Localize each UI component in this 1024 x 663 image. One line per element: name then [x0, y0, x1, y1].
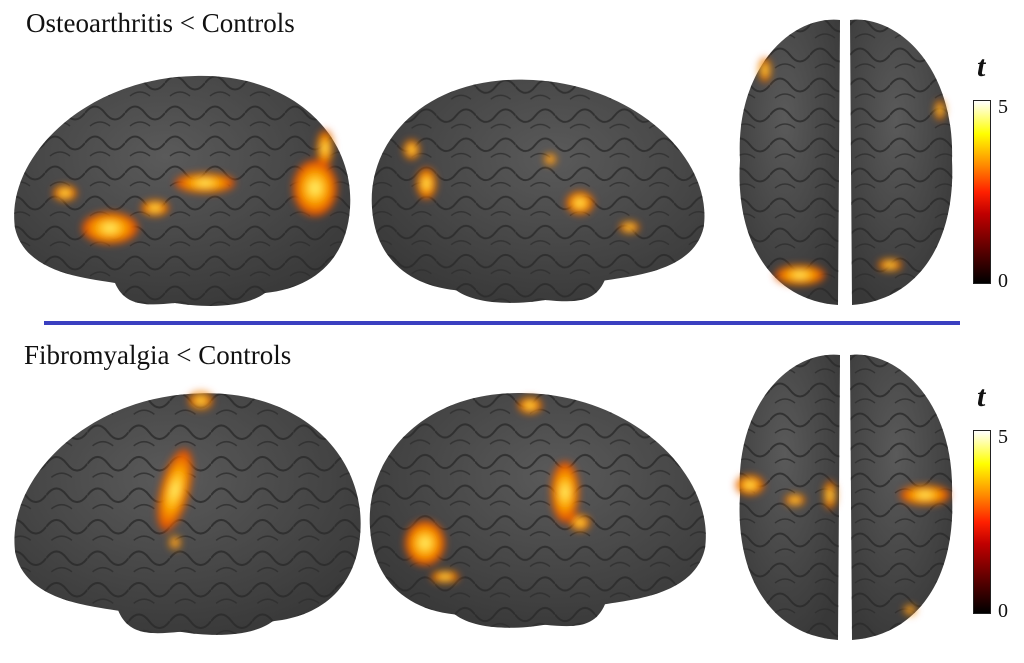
colorbar-label-bottom: t [977, 380, 986, 413]
brain-lateral-right-fm [369, 393, 706, 628]
panel-title-osteoarthritis: Osteoarthritis < Controls [26, 8, 295, 38]
colorbar-max-top: 5 [998, 96, 1008, 118]
brain-dorsal-fm [736, 354, 953, 640]
colorbar-top [973, 100, 991, 284]
colorbar-min-bottom: 0 [998, 600, 1008, 622]
colorbar-max-bottom: 5 [998, 426, 1008, 448]
brain-lateral-left-fm [14, 392, 361, 635]
brain-lateral-right-oa [371, 79, 705, 303]
colorbar-bottom [973, 430, 991, 614]
brain-dorsal-oa [739, 19, 953, 305]
panel-title-fibromyalgia: Fibromyalgia < Controls [24, 340, 292, 370]
colorbar-min-top: 0 [998, 270, 1008, 292]
brain-lateral-left-oa [14, 75, 351, 306]
colorbar-label-top: t [977, 50, 986, 83]
panel-divider [44, 321, 960, 325]
